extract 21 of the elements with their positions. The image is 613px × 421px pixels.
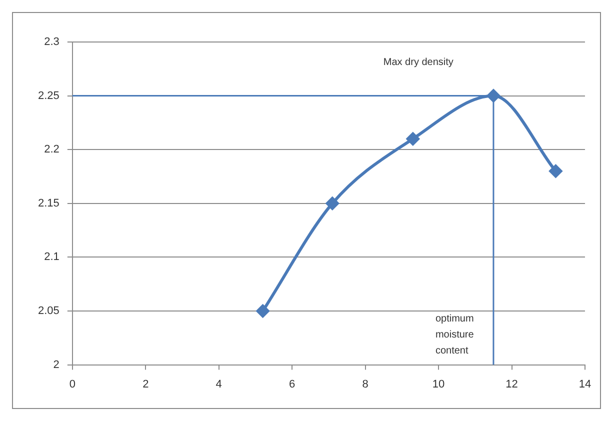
point [326,196,339,210]
y-tick-label: 2.1 [44,251,60,264]
y-tick-label: 2.15 [38,197,60,210]
x-tick-label: 0 [69,378,76,390]
y-tick-label: 2.2 [44,144,60,156]
y-tick-label: 2.25 [38,90,60,102]
y-tick-label: 2.05 [38,305,60,318]
point [549,164,562,178]
x-tick-label: 12 [506,378,518,390]
x-tick-label: 2 [142,378,149,390]
x-tick-label: 8 [362,378,368,390]
annotation: optimum moisture content [435,314,474,357]
point [406,132,420,146]
x-tick-label: 6 [289,378,296,390]
annotation: Max dry density [383,56,454,68]
x-tick-label: 4 [216,378,222,390]
point [256,304,270,318]
y-tick-label: 2 [53,358,60,371]
x-tick-label: 10 [432,378,445,390]
y-tick-label: 2.3 [44,36,60,48]
x-tick-label: 14 [578,378,592,390]
